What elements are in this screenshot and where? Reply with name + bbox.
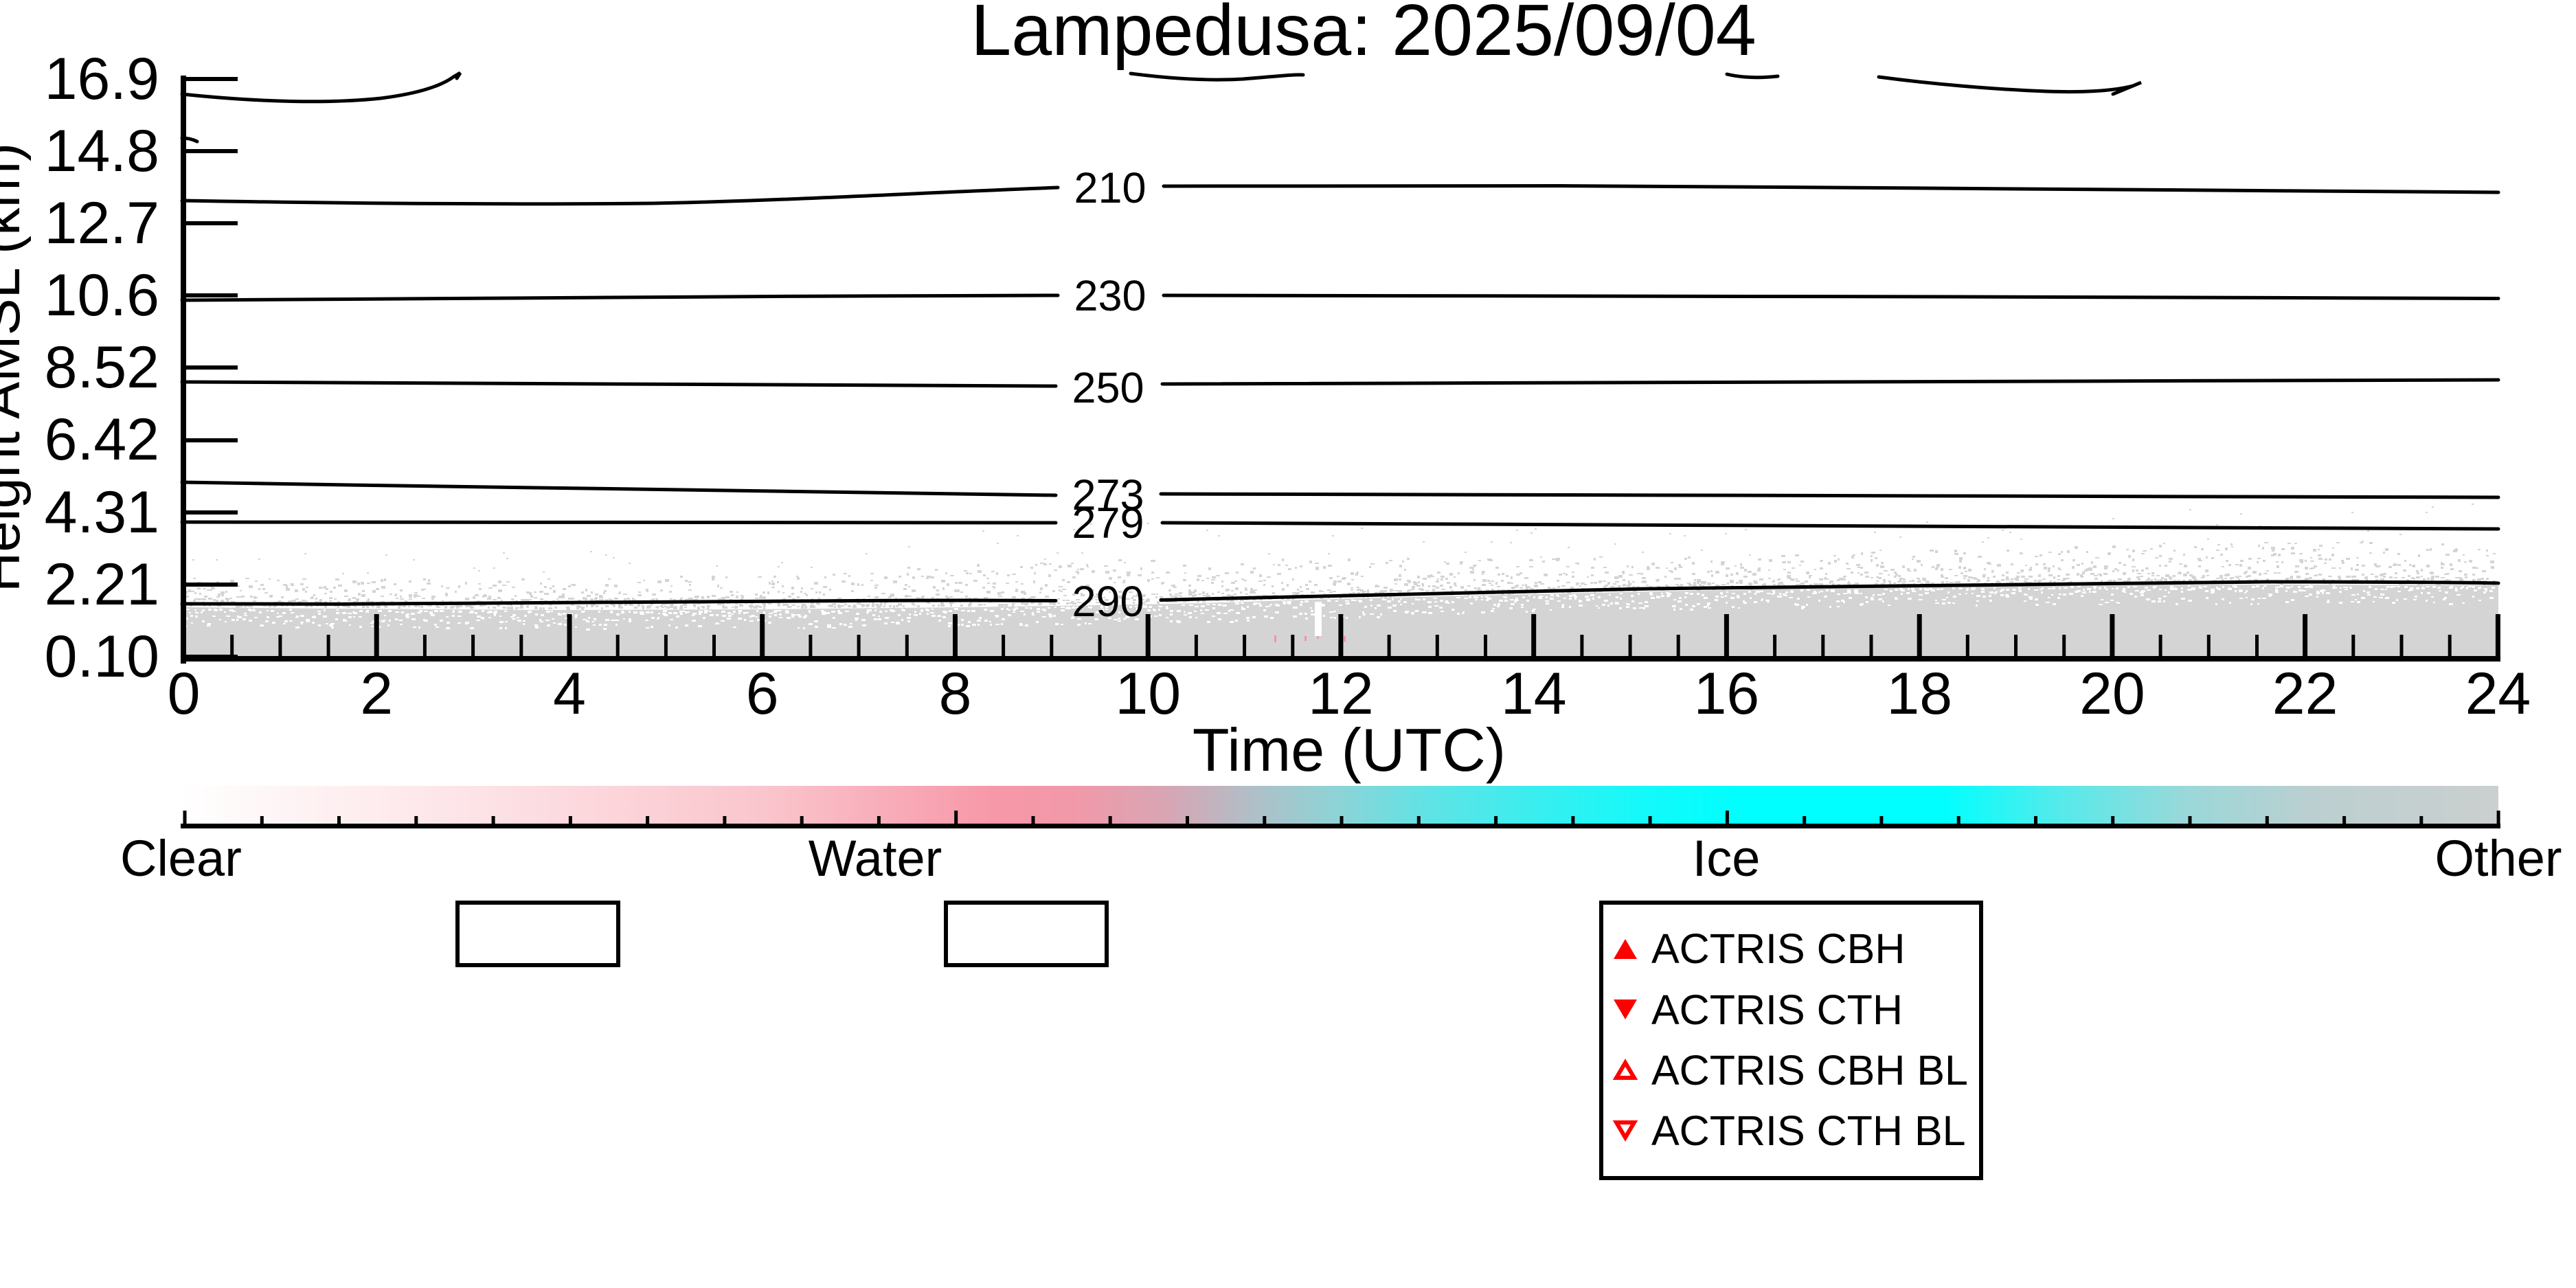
- svg-text:0.10: 0.10: [45, 624, 159, 690]
- svg-text:273: 273: [1072, 471, 1144, 519]
- svg-text:2: 2: [360, 661, 393, 727]
- svg-text:6: 6: [746, 661, 779, 727]
- svg-text:290: 290: [1072, 578, 1144, 626]
- svg-text:4.31: 4.31: [45, 479, 159, 545]
- svg-text:Time (UTC): Time (UTC): [1193, 716, 1506, 784]
- svg-text:24: 24: [2465, 661, 2531, 727]
- svg-text:250: 250: [1072, 364, 1144, 412]
- svg-text:12.7: 12.7: [45, 190, 159, 256]
- svg-text:ACTRIS CBH BL: ACTRIS CBH BL: [1651, 1047, 1968, 1094]
- svg-text:20: 20: [2079, 661, 2145, 727]
- svg-text:4: 4: [553, 661, 586, 727]
- svg-text:8: 8: [939, 661, 972, 727]
- svg-text:14.8: 14.8: [45, 118, 159, 184]
- svg-text:Lampedusa: 2025/09/04: Lampedusa: 2025/09/04: [971, 0, 1756, 71]
- svg-text:18: 18: [1886, 661, 1952, 727]
- svg-text:ACTRIS CBH: ACTRIS CBH: [1651, 925, 1905, 972]
- svg-text:12: 12: [1308, 661, 1374, 727]
- svg-text:279: 279: [1072, 499, 1144, 547]
- svg-text:10.6: 10.6: [45, 262, 159, 328]
- svg-text:Height AMSL (km): Height AMSL (km): [0, 143, 32, 592]
- svg-text:210: 210: [1074, 164, 1146, 212]
- svg-text:10: 10: [1115, 661, 1181, 727]
- svg-text:0: 0: [168, 661, 201, 727]
- svg-text:22: 22: [2272, 661, 2338, 727]
- svg-text:230: 230: [1074, 272, 1146, 320]
- svg-text:8.52: 8.52: [45, 335, 159, 400]
- svg-text:14: 14: [1501, 661, 1567, 727]
- svg-text:16.9: 16.9: [45, 46, 159, 112]
- svg-text:6.42: 6.42: [45, 407, 159, 473]
- svg-text:2.21: 2.21: [45, 552, 159, 618]
- svg-text:ACTRIS CTH BL: ACTRIS CTH BL: [1651, 1107, 1966, 1154]
- svg-text:Ice: Ice: [1693, 830, 1761, 887]
- svg-text:Water: Water: [809, 830, 942, 887]
- svg-text:Other: Other: [2434, 830, 2562, 887]
- svg-text:ACTRIS CTH: ACTRIS CTH: [1651, 986, 1903, 1033]
- svg-text:16: 16: [1694, 661, 1760, 727]
- svg-text:Clear: Clear: [120, 830, 242, 887]
